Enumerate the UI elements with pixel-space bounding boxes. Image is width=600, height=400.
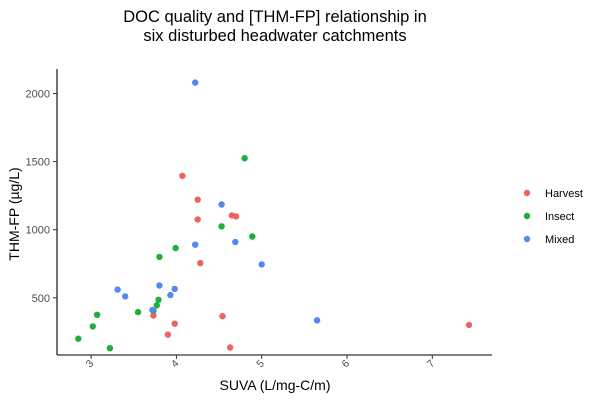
data-point-mixed xyxy=(313,317,321,324)
x-axis-label: SUVA (L/mg-C/m) xyxy=(220,377,331,393)
legend-label-insect: Insect xyxy=(545,211,574,223)
data-point-mixed xyxy=(156,282,163,289)
data-point-mixed xyxy=(218,201,225,208)
legend: Harvest Insect Mixed xyxy=(523,188,583,246)
y-axis-label: THM-FP (µg/L) xyxy=(6,167,22,260)
data-point-insect xyxy=(106,345,114,352)
data-point-mixed xyxy=(114,286,121,293)
chart-title-line-2: six disturbed headwater catchments xyxy=(143,27,407,45)
data-point-harvest xyxy=(226,344,234,351)
data-point-mixed xyxy=(232,238,239,246)
data-point-harvest xyxy=(150,312,157,319)
data-point-harvest xyxy=(194,216,201,223)
data-point-insect xyxy=(249,233,256,240)
data-point-harvest xyxy=(232,213,240,220)
x-tick-label: 3 xyxy=(84,358,97,371)
data-point-mixed xyxy=(167,291,174,299)
data-point-harvest xyxy=(171,320,178,327)
data-point-mixed xyxy=(149,306,156,314)
x-tick-label: 7 xyxy=(425,358,438,371)
data-point-mixed xyxy=(258,261,265,268)
data-point-harvest xyxy=(194,196,201,203)
y-tick-label: 1500 xyxy=(26,157,50,169)
data-point-mixed xyxy=(192,79,199,86)
data-point-harvest xyxy=(465,321,473,329)
y-tick-label: 1000 xyxy=(26,225,50,237)
data-point-harvest xyxy=(197,259,204,267)
y-tick-label: 2000 xyxy=(26,89,50,101)
data-point-mixed xyxy=(192,241,199,248)
chart-title-line-1: DOC quality and [THM-FP] relationship in xyxy=(123,8,427,26)
data-point-insect xyxy=(218,223,225,230)
data-point-insect xyxy=(75,335,82,342)
data-point-mixed xyxy=(171,285,178,293)
data-point-harvest xyxy=(219,313,226,320)
data-point-insect xyxy=(89,323,97,330)
legend-swatch-insect xyxy=(523,212,531,220)
legend-label-mixed: Mixed xyxy=(545,234,574,246)
data-point-harvest xyxy=(164,331,172,338)
y-tick-label: 500 xyxy=(32,293,50,305)
data-point-insect xyxy=(172,244,179,252)
data-point-insect xyxy=(241,155,248,162)
x-tick-label: 6 xyxy=(340,358,353,371)
data-point-insect xyxy=(153,302,160,309)
data-point-harvest xyxy=(179,172,186,180)
x-tick-label: 4 xyxy=(169,358,182,371)
data-point-insect xyxy=(156,253,163,261)
legend-swatch-mixed xyxy=(523,235,531,243)
data-points xyxy=(75,79,473,352)
legend-swatch-harvest xyxy=(523,189,531,197)
data-point-insect xyxy=(93,311,101,318)
legend-label-harvest: Harvest xyxy=(545,188,583,200)
data-point-insect xyxy=(134,308,142,316)
data-point-insect xyxy=(155,296,162,303)
x-tick-label: 5 xyxy=(254,358,267,371)
data-point-mixed xyxy=(122,293,129,300)
